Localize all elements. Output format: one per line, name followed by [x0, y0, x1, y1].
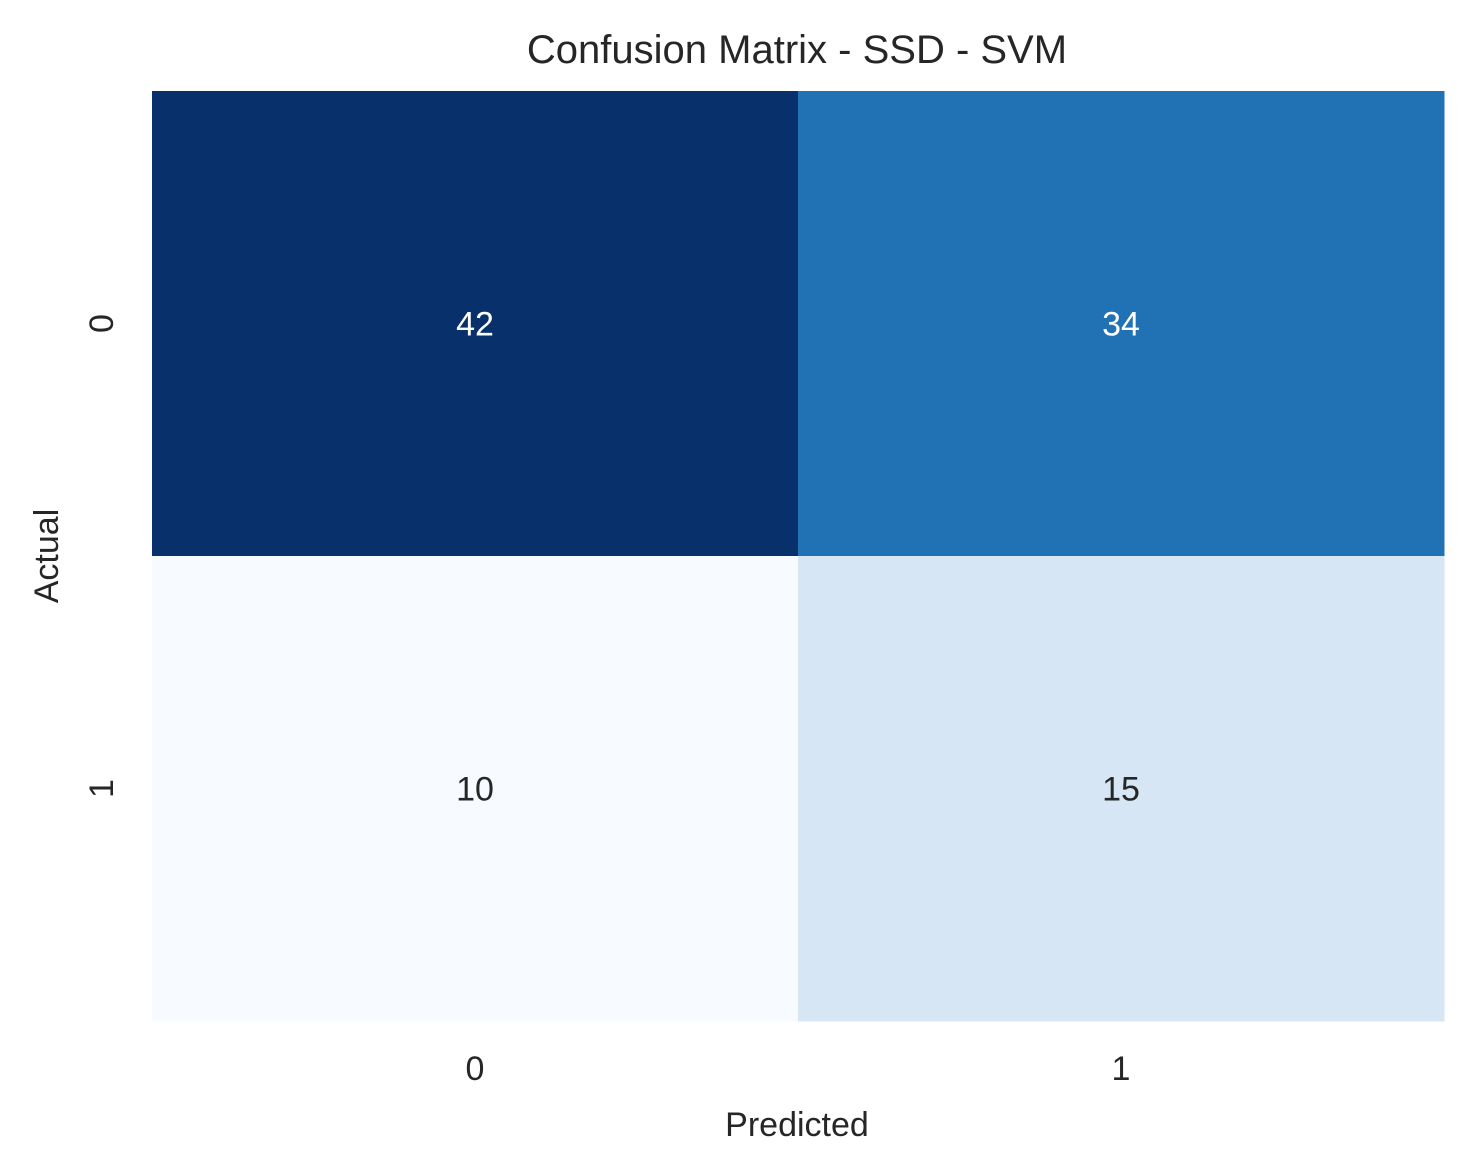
- x-tick-label-0: 0: [466, 1050, 485, 1088]
- x-axis-label: Predicted: [725, 1106, 869, 1144]
- x-tick-label-1: 1: [1112, 1050, 1131, 1088]
- y-tick-label-0: 0: [83, 314, 121, 333]
- y-tick-label-1: 1: [83, 779, 121, 798]
- heatmap-cell-0-0: [152, 91, 799, 557]
- heatmap-cell-0-1: [798, 91, 1445, 557]
- cell-value-label-0-0: 42: [456, 306, 494, 344]
- heatmap-cell-1-1: [798, 556, 1445, 1022]
- y-axis-ticks: 01: [83, 314, 121, 798]
- chart-title: Confusion Matrix - SSD - SVM: [527, 28, 1067, 72]
- cell-value-label-0-1: 34: [1102, 306, 1140, 344]
- cell-value-label-1-0: 10: [456, 771, 494, 809]
- y-axis-label: Actual: [28, 509, 66, 604]
- heatmap-cell-1-0: [152, 556, 799, 1022]
- cell-value-label-1-1: 15: [1102, 771, 1140, 809]
- heatmap-cells: 42 34 10 15: [152, 91, 1445, 1022]
